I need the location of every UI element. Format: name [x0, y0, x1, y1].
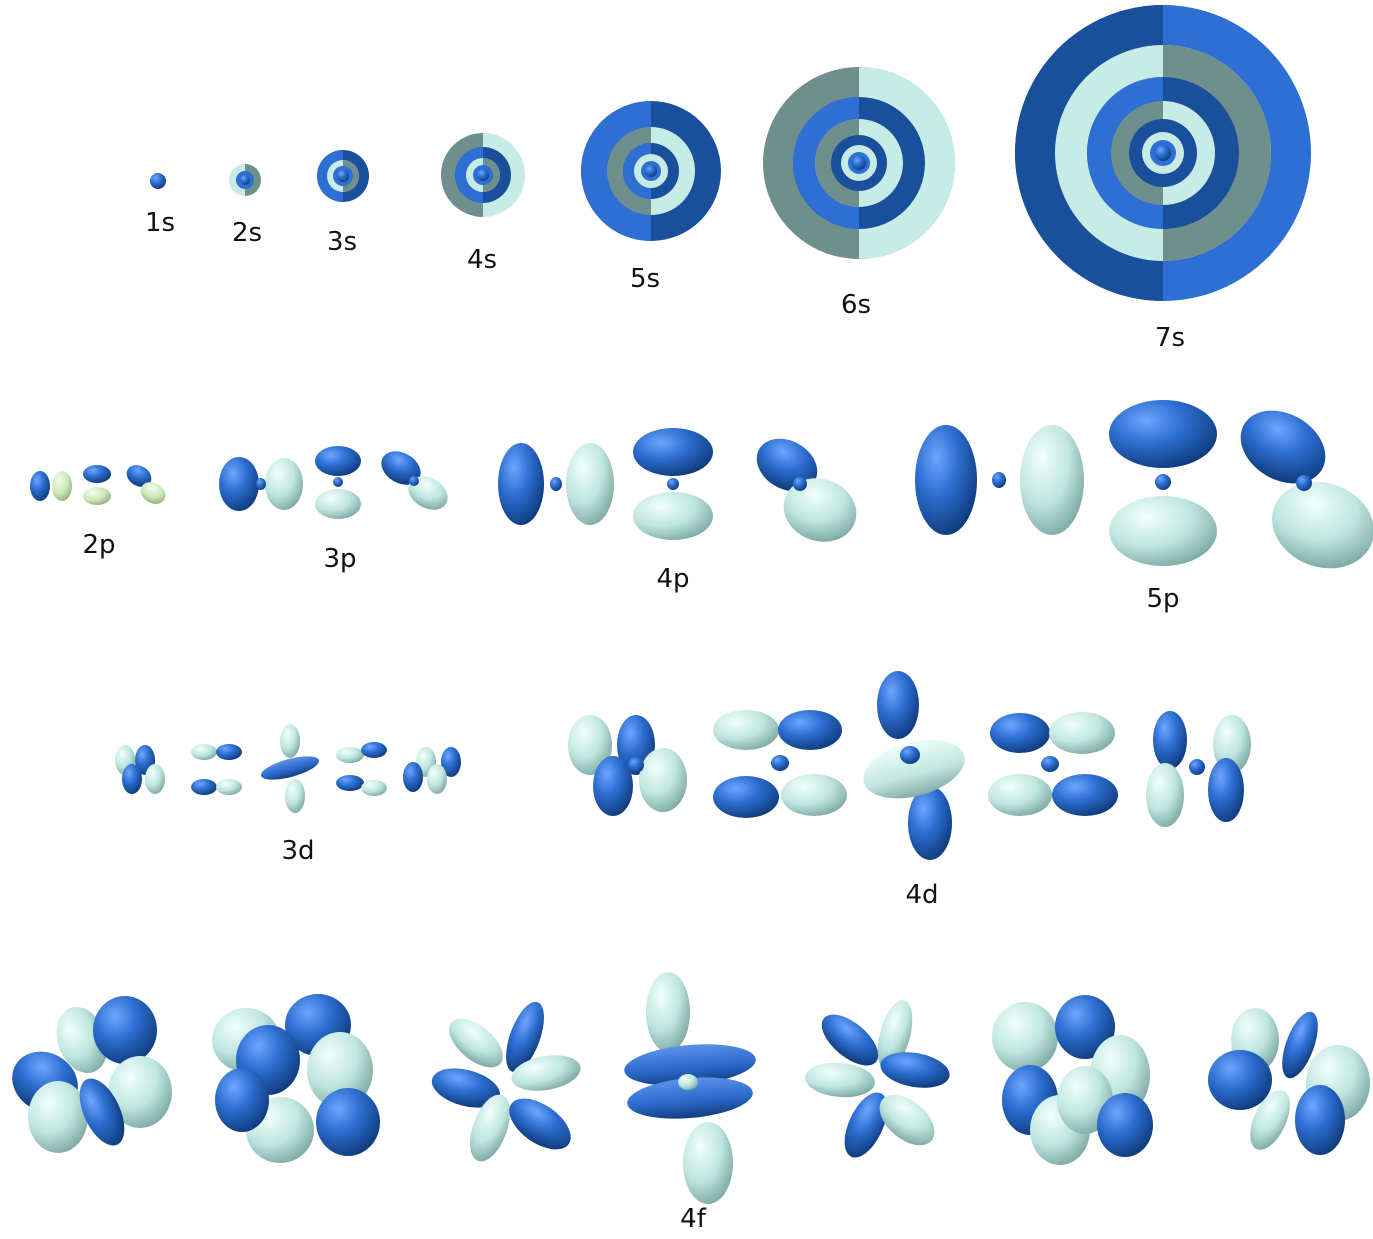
p-orbital-5p-x	[915, 425, 1084, 535]
d-orbital-4d-3	[988, 712, 1118, 816]
label-6s: 6s	[840, 290, 872, 320]
p-orbital-4p-x	[498, 443, 614, 525]
f-orbital-4f-1	[12, 996, 172, 1153]
p-orbital-3p-x	[219, 457, 303, 511]
d-orbital-4d-1	[568, 715, 687, 816]
f-orbital-4f-z3	[624, 972, 756, 1204]
label-4s: 4s	[466, 245, 498, 275]
d-orbital-4d-z2	[863, 671, 965, 860]
s-orbital-4s	[441, 133, 525, 217]
d-orbital-3d-3	[336, 742, 387, 796]
label-1s: 1s	[144, 208, 176, 238]
label-4p: 4p	[656, 564, 690, 594]
s-orbital-1s	[150, 173, 166, 189]
s-orbital-3s	[317, 150, 369, 202]
s-orbital-5s	[581, 101, 721, 241]
p-orbital-5p-y	[1240, 410, 1373, 569]
label-4d: 4d	[905, 880, 939, 910]
d-orbital-3d-1	[115, 745, 165, 794]
f-orbital-4f-6	[1208, 1008, 1370, 1155]
d-orbital-3d-2	[191, 744, 242, 795]
label-7s: 7s	[1154, 323, 1186, 353]
label-4f: 4f	[680, 1204, 706, 1234]
d-orbital-4d-2	[713, 710, 847, 818]
s-orbital-6s	[763, 67, 955, 259]
d-orbital-4d-4	[1146, 711, 1251, 827]
p-orbital-3p-y	[381, 451, 448, 510]
label-2p: 2p	[82, 530, 116, 560]
label-2s: 2s	[231, 218, 263, 248]
p-orbital-2p-y	[126, 465, 166, 504]
label-3d: 3d	[281, 836, 315, 866]
d-orbital-3d-4	[403, 747, 461, 794]
p-orbital-2p-x	[30, 471, 72, 501]
p-orbital-4p-z	[633, 428, 713, 540]
p-orbital-3p-z	[315, 446, 361, 519]
d-orbital-3d-z2	[260, 724, 320, 813]
label-3s: 3s	[326, 227, 358, 257]
f-orbital-4f-4	[805, 1000, 950, 1158]
f-orbital-4f-2	[212, 994, 380, 1163]
p-orbital-2p-z	[83, 465, 111, 505]
p-orbital-5p-z	[1109, 400, 1217, 566]
label-3p: 3p	[323, 544, 357, 574]
p-orbital-4p-y	[756, 438, 857, 542]
f-orbital-4f-3	[431, 1001, 581, 1162]
label-5s: 5s	[629, 264, 661, 294]
f-orbital-4f-5	[992, 995, 1153, 1165]
s-orbital-7s	[1015, 5, 1311, 301]
label-5p: 5p	[1146, 584, 1180, 614]
s-orbital-2s	[229, 164, 261, 196]
